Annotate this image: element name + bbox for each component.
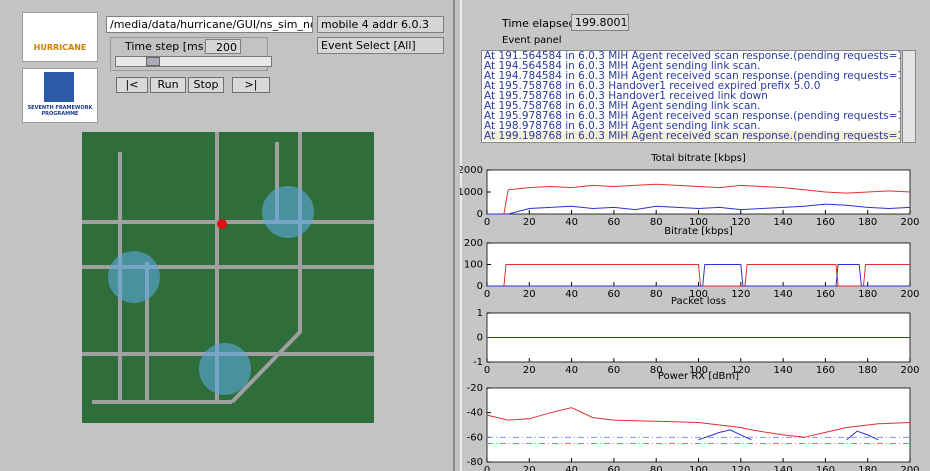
x-tick-label: 0 [484,289,490,300]
y-tick-label: 0 [477,333,483,344]
x-tick-label: 160 [816,365,835,376]
x-tick-label: 60 [608,217,621,228]
path-field[interactable]: /media/data/hurricane/GUI/ns_sim_no_use_… [106,16,313,33]
y-tick-label: 200 [464,238,483,249]
y-tick-label: -60 [467,432,483,443]
y-tick-label: 2000 [460,165,483,176]
x-tick-label: 140 [774,217,793,228]
time-step-field[interactable]: 200 [205,39,241,54]
x-tick-label: 60 [608,289,621,300]
event-list[interactable]: At 191.564584 in 6.0.3 MIH Agent receive… [481,50,901,143]
logo-fp7-mark [44,72,74,102]
y-tick-label: -80 [467,457,483,468]
x-tick-label: 160 [816,465,835,471]
event-dropdown[interactable]: Event Select [All] [317,37,444,54]
x-tick-label: 40 [565,465,578,471]
x-tick-label: 180 [858,289,877,300]
app-window: HURRICANE SEVENTH FRAMEWORK PROGRAMME /m… [0,0,930,471]
y-tick-label: 1 [477,308,483,319]
y-tick-label: -40 [467,408,483,419]
x-tick-label: 0 [484,465,490,471]
y-tick-label: -20 [467,383,483,394]
x-tick-label: 0 [484,365,490,376]
x-tick-label: 120 [731,289,750,300]
x-tick-label: 80 [650,217,663,228]
event-line[interactable]: At 199.198768 in 6.0.3 MIH Agent receive… [484,131,900,141]
x-tick-label: 200 [900,217,919,228]
x-tick-label: 140 [774,465,793,471]
x-tick-label: 140 [774,365,793,376]
time-elapsed-field: 199.8001 [571,14,629,31]
x-tick-label: 20 [523,289,536,300]
x-tick-label: 40 [565,289,578,300]
x-tick-label: 80 [650,465,663,471]
button-run[interactable]: Run [150,77,186,93]
event-panel-label: Event panel [502,35,562,46]
x-tick-label: 40 [565,365,578,376]
x-tick-label: 200 [900,365,919,376]
x-tick-label: 20 [523,465,536,471]
map [82,132,374,423]
time-step-slider[interactable] [115,56,272,67]
y-tick-label: 0 [477,209,483,220]
plot-title: Packet loss [671,296,726,307]
x-tick-label: 160 [816,217,835,228]
button-stop[interactable]: Stop [188,77,224,93]
event-scrollbar[interactable] [902,50,916,143]
plot-title: Bitrate [kbps] [664,226,733,237]
x-tick-label: 120 [731,217,750,228]
x-tick-label: 60 [608,465,621,471]
logo-hurricane: HURRICANE [22,12,98,62]
time-step-label: Time step [ms] [125,40,208,53]
x-tick-label: 40 [565,217,578,228]
y-tick-label: -1 [473,357,483,368]
x-tick-label: 180 [858,217,877,228]
x-tick-label: 0 [484,217,490,228]
plot-area [487,388,910,462]
x-tick-label: 80 [650,289,663,300]
y-tick-label: 1000 [460,187,483,198]
mobile-node [217,219,227,229]
plot-title: Total bitrate [kbps] [650,153,746,164]
x-tick-label: 60 [608,365,621,376]
time-elapsed-label: Time elapsed [502,17,575,30]
y-tick-label: 0 [477,281,483,292]
button-last[interactable]: >| [232,77,270,93]
x-tick-label: 200 [900,465,919,471]
x-tick-label: 20 [523,217,536,228]
y-tick-label: 100 [464,260,483,271]
x-tick-label: 20 [523,365,536,376]
x-tick-label: 120 [731,465,750,471]
slider-thumb[interactable] [146,57,160,66]
x-tick-label: 140 [774,289,793,300]
x-tick-label: 200 [900,289,919,300]
plot-title: Power RX [dBm] [658,371,739,382]
x-tick-label: 160 [816,289,835,300]
node-dropdown[interactable]: mobile 4 addr 6.0.3 [317,16,444,33]
x-tick-label: 180 [858,365,877,376]
x-tick-label: 180 [858,465,877,471]
button-first[interactable]: |< [116,77,148,93]
x-tick-label: 100 [689,465,708,471]
